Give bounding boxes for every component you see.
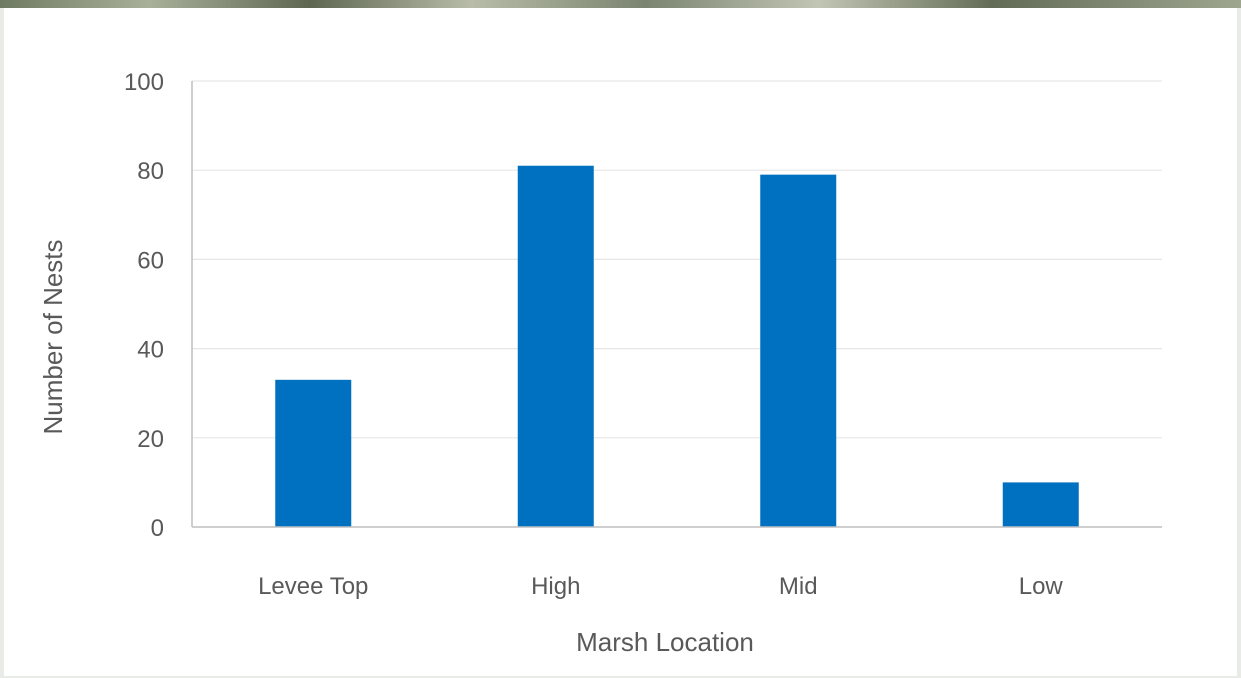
y-tick-label: 80: [137, 158, 164, 185]
bar-high: [517, 165, 594, 528]
x-category-label: Mid: [779, 573, 818, 600]
chart-panel: [4, 8, 1237, 676]
bar-low: [1002, 482, 1079, 527]
y-axis-title: Number of Nests: [38, 239, 68, 434]
x-axis-title: Marsh Location: [576, 627, 754, 657]
y-tick-label: 0: [151, 515, 164, 542]
x-category-labels: Levee Top High Mid Low: [258, 573, 1063, 600]
background-strip: [0, 0, 1241, 8]
gridlines: [192, 80, 1162, 439]
x-category-label: Low: [1019, 573, 1064, 600]
y-tick-label: 60: [137, 247, 164, 274]
x-category-label: Levee Top: [258, 573, 368, 600]
x-category-label: High: [531, 573, 580, 600]
bar-levee-top: [275, 379, 352, 527]
y-tick-label: 40: [137, 337, 164, 364]
y-tick-label: 20: [137, 426, 164, 453]
y-tick-label: 100: [124, 69, 164, 96]
bars: [275, 165, 1079, 528]
bar-mid: [760, 174, 837, 527]
y-tick-labels: 0 20 40 60 80 100: [124, 69, 164, 542]
